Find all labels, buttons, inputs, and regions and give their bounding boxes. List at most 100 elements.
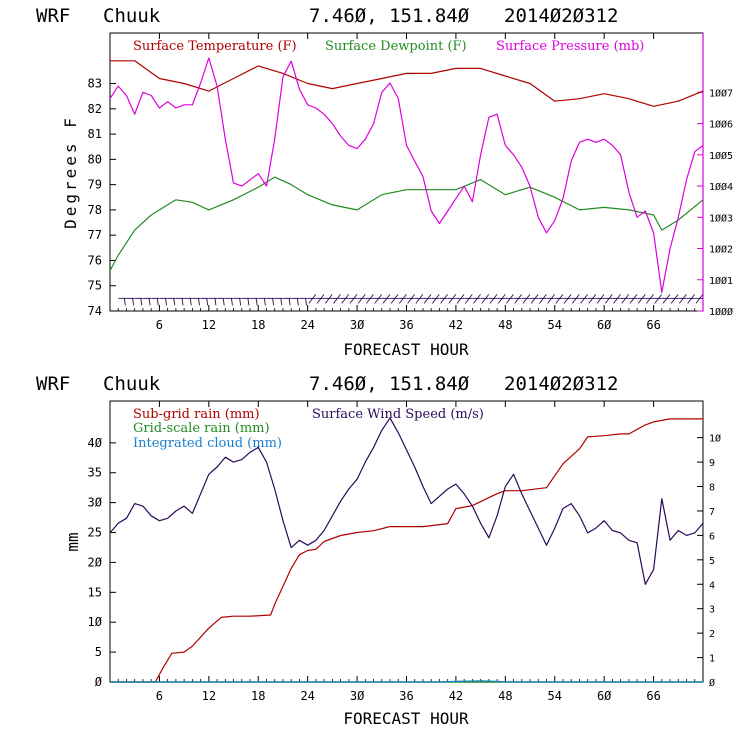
panel-1-init-label: 2014Ø2Ø312 bbox=[504, 5, 618, 27]
x-tick-label: 48 bbox=[498, 689, 512, 703]
y2-tick-label: 1ØØ1 bbox=[709, 275, 733, 287]
wind-barb-feather bbox=[464, 294, 473, 304]
panel-2-coords-label: 7.46Ø, 151.84Ø bbox=[309, 373, 470, 395]
subgrid-rain-line bbox=[110, 418, 703, 683]
wind-barb-feather bbox=[148, 298, 151, 306]
wind-barb-feather bbox=[239, 298, 242, 306]
x-tick-label: 3Ø bbox=[350, 318, 365, 332]
y2-tick-label: 1Ø bbox=[709, 433, 721, 445]
x-tick-label: 66 bbox=[646, 318, 660, 332]
panel-2-ticks: 6 12 18 24 3Ø 36 42 48 54 6Ø 66Ø51Ø152Ø253Ø354ØØ12… bbox=[88, 401, 721, 703]
x-tick-label: 18 bbox=[251, 689, 265, 703]
y-tick-label: 2Ø bbox=[88, 555, 103, 569]
panel-1-model-label: WRF bbox=[36, 5, 70, 27]
wind-barb-feather bbox=[563, 294, 572, 304]
wind-barb-feather bbox=[189, 298, 192, 306]
legend-subgrid-rain: Sub-grid rain (mm) bbox=[133, 407, 260, 422]
wind-barb-feather bbox=[596, 294, 605, 304]
wind-barb-feather bbox=[382, 294, 391, 304]
wind-barb-feather bbox=[198, 298, 200, 306]
pressure-line bbox=[109, 57, 704, 293]
wind-barb-feather bbox=[296, 298, 299, 306]
y2-tick-label: 2 bbox=[709, 629, 715, 640]
y2-tick-label: 5 bbox=[709, 556, 715, 567]
x-tick-label: 36 bbox=[399, 318, 413, 332]
y2-tick-label: 3 bbox=[709, 605, 715, 616]
wind-barb-feather bbox=[324, 294, 333, 304]
panel-1-y-axis-label: Degrees F bbox=[61, 115, 80, 229]
x-tick-label: 24 bbox=[300, 318, 314, 332]
x-tick-label: 3Ø bbox=[350, 689, 365, 703]
wind-barb-feather bbox=[662, 294, 671, 304]
y2-tick-label: 1ØØ2 bbox=[709, 244, 733, 256]
panel-1-series bbox=[109, 57, 704, 293]
wind-barb-feather bbox=[547, 294, 555, 304]
wind-barb-feather bbox=[349, 294, 358, 304]
y-tick-label: 3Ø bbox=[88, 496, 103, 510]
wind-barb-feather bbox=[679, 294, 687, 304]
y-tick-label: 75 bbox=[88, 279, 102, 293]
wind-barb-feather bbox=[415, 294, 424, 304]
x-tick-label: 6 bbox=[156, 689, 163, 703]
y2-tick-label: 6 bbox=[709, 531, 715, 542]
wind-barb-feather bbox=[206, 298, 209, 306]
wind-barb-feather bbox=[247, 298, 250, 306]
y-tick-label: 15 bbox=[88, 585, 102, 599]
wind-barb-feather bbox=[687, 294, 696, 304]
wind-barb-feather bbox=[456, 294, 465, 304]
y-tick-label: 79 bbox=[88, 178, 102, 192]
wind-barb-feather bbox=[514, 294, 523, 304]
panel-1-x-axis-label: FORECAST HOUR bbox=[343, 340, 469, 359]
y-tick-label: 1Ø bbox=[88, 615, 103, 629]
panel-2-model-label: WRF bbox=[36, 373, 70, 395]
wind-barb-feather bbox=[399, 294, 407, 304]
wind-barb-feather bbox=[165, 298, 167, 306]
y2-tick-label: 1ØØ4 bbox=[709, 181, 733, 193]
x-tick-label: 54 bbox=[548, 689, 562, 703]
wind-barb-feather bbox=[440, 294, 448, 304]
panel-2-init-label: 2014Ø2Ø312 bbox=[504, 373, 618, 395]
x-tick-label: 12 bbox=[202, 318, 216, 332]
x-tick-label: 6Ø bbox=[597, 689, 612, 703]
y2-tick-label: 1 bbox=[709, 654, 715, 665]
wind-barb-feather bbox=[571, 294, 580, 304]
wind-barb-feather bbox=[588, 294, 597, 304]
wind-barb-feather bbox=[695, 294, 704, 304]
wind-barb-feather bbox=[341, 294, 350, 304]
wind-barb-feather bbox=[646, 294, 654, 304]
wind-barb-feather bbox=[613, 294, 621, 304]
temperature-panel: WRF Chuuk 7.46Ø, 151.84Ø 2014Ø2Ø312 6 12 1… bbox=[36, 5, 733, 359]
y2-tick-label: 8 bbox=[709, 483, 715, 494]
wind-barb-feather bbox=[255, 298, 258, 306]
legend-surface-dewpoint: Surface Dewpoint (F) bbox=[325, 39, 467, 54]
wind-barb-feather bbox=[272, 298, 275, 306]
wind-barb-feather bbox=[530, 294, 539, 304]
wind-barbs bbox=[118, 294, 704, 306]
wind-barb-feather bbox=[654, 294, 663, 304]
wind-barb-feather bbox=[263, 298, 266, 306]
wind-barb-feather bbox=[497, 294, 506, 304]
wind-barb-feather bbox=[580, 294, 588, 304]
legend-gridscale-rain: Grid-scale rain (mm) bbox=[133, 421, 270, 436]
wind-barb-feather bbox=[305, 298, 307, 306]
wind-barb-feather bbox=[374, 294, 383, 304]
y-tick-label: Ø bbox=[95, 675, 103, 689]
x-tick-label: 12 bbox=[202, 689, 216, 703]
wind-speed-line bbox=[109, 417, 704, 585]
y-tick-label: 5 bbox=[95, 645, 102, 659]
wind-barb-feather bbox=[140, 298, 143, 306]
wind-barb-feather bbox=[222, 298, 225, 306]
y-tick-label: 76 bbox=[88, 253, 102, 267]
wind-barb-feather bbox=[156, 298, 159, 306]
y-tick-label: 78 bbox=[88, 203, 102, 217]
wind-barb-feather bbox=[357, 294, 366, 304]
x-tick-label: 18 bbox=[251, 318, 265, 332]
wind-barb-feather bbox=[555, 294, 564, 304]
wind-barb-feather bbox=[366, 294, 374, 304]
wind-barb-feather bbox=[333, 294, 341, 304]
precipitation-panel: WRF Chuuk 7.46Ø, 151.84Ø 2014Ø2Ø312 6 12 1… bbox=[36, 373, 721, 728]
x-tick-label: 48 bbox=[498, 318, 512, 332]
wind-barb-feather bbox=[288, 298, 291, 306]
y2-tick-label: 1ØØ6 bbox=[709, 119, 733, 131]
